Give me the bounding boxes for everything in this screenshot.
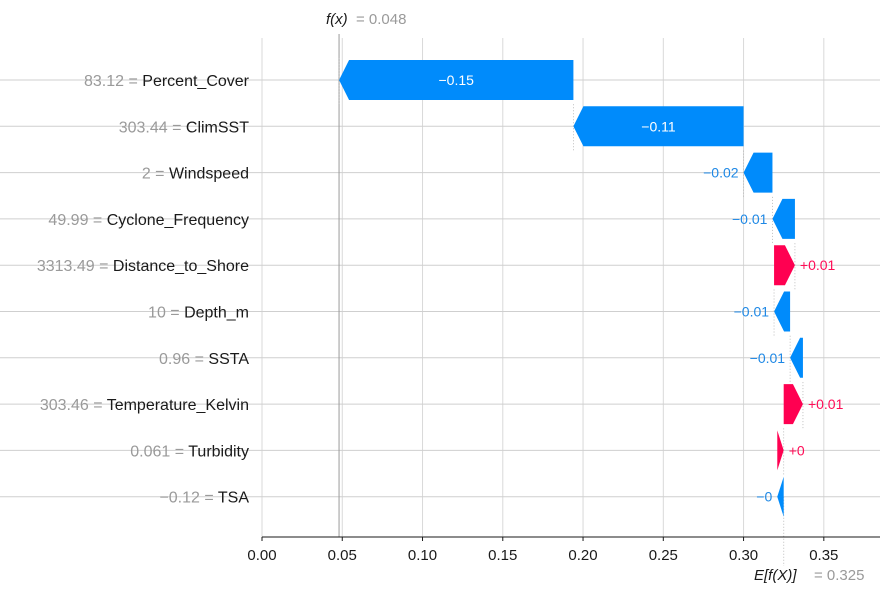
feature-value: 10 = [148,305,184,322]
bar-label-Cyclone_Frequency: −0.01 [732,211,768,227]
feature-label-SSTA: 0.96 = SSTA [159,351,249,368]
feature-value: 49.99 = [48,212,106,229]
feature-label-Turbidity: 0.061 = Turbidity [130,443,249,460]
bar-Cyclone_Frequency [772,198,795,239]
feature-value: 0.96 = [159,351,208,368]
x-tick-label-1: 0.05 [328,547,357,564]
x-tick-label-6: 0.30 [729,547,758,564]
feature-name: TSA [218,490,249,507]
x-tick-label-4: 0.20 [568,547,597,564]
bar-Turbidity [777,430,784,471]
feature-name: Temperature_Kelvin [107,397,249,414]
feature-label-Temperature_Kelvin: 303.46 = Temperature_Kelvin [40,397,249,414]
bar-Depth_m [774,291,791,332]
feature-value: 303.46 = [40,397,107,414]
bar-ClimSST [573,106,744,147]
efx-value: = 0.325 [814,567,864,584]
bar-Windspeed [743,152,773,193]
feature-label-ClimSST: 303.44 = ClimSST [119,119,250,136]
feature-name: Windspeed [169,166,249,183]
feature-name: SSTA [208,351,249,368]
feature-name: ClimSST [186,119,249,136]
feature-name: Turbidity [188,443,249,460]
x-tick-label-3: 0.15 [488,547,517,564]
feature-value: 2 = [142,166,169,183]
feature-label-TSA: −0.12 = TSA [159,490,249,507]
feature-value: 3313.49 = [37,258,113,275]
feature-value: 83.12 = [84,73,142,90]
bar-label-SSTA: −0.01 [750,350,786,366]
feature-name: Cyclone_Frequency [107,212,249,229]
efx-label: E[f(X)] [754,567,797,584]
bar-label-Windspeed: −0.02 [703,165,739,181]
bar-label-TSA: −0 [756,489,772,505]
bar-label-Turbidity: +0 [789,442,805,458]
feature-labels: 83.12 = Percent_Cover 303.44 = ClimSST 2 =… [37,73,250,507]
feature-label-Percent_Cover: 83.12 = Percent_Cover [84,73,250,90]
x-tick-label-7: 0.35 [809,547,838,564]
bar-Temperature_Kelvin [783,384,803,425]
feature-name: Percent_Cover [142,73,249,90]
bar-Percent_Cover [339,60,574,100]
bar-label-ClimSST: −0.11 [641,118,676,134]
fx-label: f(x) [326,11,348,28]
x-axis: 0.00 0.05 0.10 0.15 0.20 0.25 0.30 0.35 [247,536,880,564]
bar-TSA [777,476,784,517]
feature-label-Cyclone_Frequency: 49.99 = Cyclone_Frequency [48,212,249,229]
feature-label-Distance_to_Shore: 3313.49 = Distance_to_Shore [37,258,249,275]
bar-label-Distance_to_Shore: +0.01 [800,257,836,273]
fx-value: = 0.048 [356,11,406,28]
x-tick-label-5: 0.25 [649,547,678,564]
grid [0,34,880,566]
bar-SSTA [790,337,803,378]
bars: −0.15 −0.11 −0.02 −0.01 +0.01 −0.01 −0.01 +0.01… [338,58,844,517]
bar-label-Percent_Cover: −0.15 [439,72,475,88]
x-tick-label-0: 0.00 [247,547,276,564]
feature-value: 0.061 = [130,443,188,460]
feature-value: 303.44 = [119,119,186,136]
feature-label-Windspeed: 2 = Windspeed [142,166,249,183]
bar-label-Temperature_Kelvin: +0.01 [808,396,844,412]
feature-name: Distance_to_Shore [113,258,249,275]
x-tick-label-2: 0.10 [408,547,437,564]
feature-name: Depth_m [184,305,249,322]
bar-label-Depth_m: −0.01 [734,304,770,320]
feature-label-Depth_m: 10 = Depth_m [148,305,249,322]
bar-Distance_to_Shore [774,245,795,286]
feature-value: −0.12 = [159,490,217,507]
annotations: f(x) = 0.048 E[f(X)] = 0.325 [326,11,864,584]
